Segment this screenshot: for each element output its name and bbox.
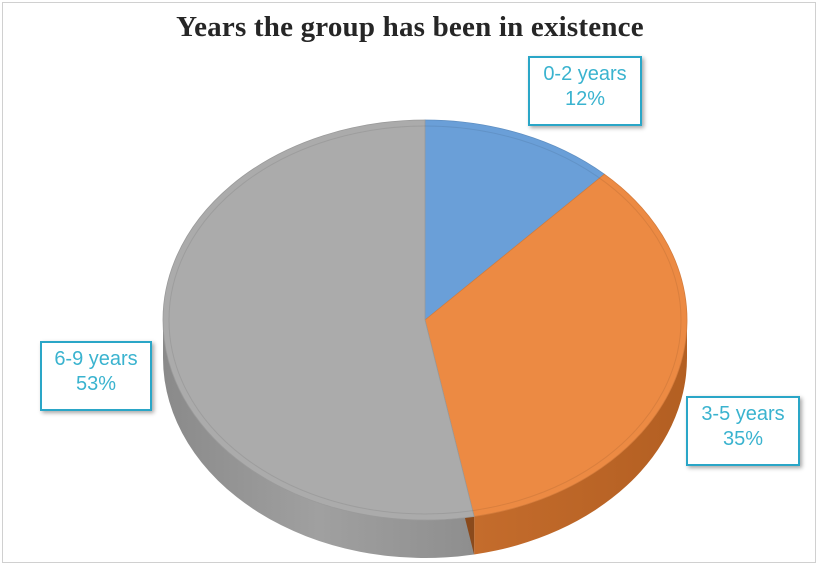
slice-label-6-9-years: 6-9 years 53% (40, 341, 152, 411)
slice-label-value: 12% (564, 88, 606, 110)
chart-title: Years the group has been in existence (176, 11, 644, 43)
pie-sides (163, 320, 687, 559)
pie-slice-0-2-years (424, 119, 606, 321)
slice-label-3-5-years: 3-5 years 35% (686, 396, 800, 466)
slice-label-value: 35% (722, 428, 764, 450)
pie-rim (168, 125, 682, 515)
pie-slice-6-9-years (162, 119, 475, 521)
slice-label-name: 3-5 years (701, 403, 785, 425)
pie-side-3-5-years (474, 320, 687, 555)
slice-label-name: 0-2 years (543, 63, 627, 85)
pie-side-6-9-years (163, 320, 475, 559)
slice-label-value: 53% (75, 373, 117, 395)
pie-slice-3-5-years (424, 173, 688, 517)
slice-label-name: 6-9 years (54, 348, 138, 370)
pie-tops (162, 119, 688, 521)
slice-label-0-2-years: 0-2 years 12% (528, 56, 642, 126)
